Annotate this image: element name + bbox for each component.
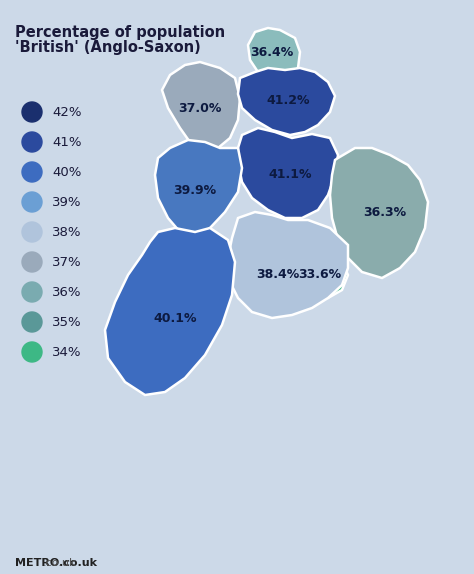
Text: .co.uk: .co.uk [43, 558, 76, 568]
Text: 38%: 38% [52, 226, 82, 239]
Text: 36.4%: 36.4% [250, 45, 293, 59]
Text: 38.4%: 38.4% [256, 269, 300, 281]
Text: 41.1%: 41.1% [268, 169, 312, 181]
Text: 40.1%: 40.1% [153, 312, 197, 324]
Polygon shape [155, 140, 242, 238]
Circle shape [22, 342, 42, 362]
Text: 39.9%: 39.9% [173, 184, 217, 196]
Circle shape [22, 282, 42, 302]
Circle shape [22, 192, 42, 212]
Text: 41%: 41% [52, 135, 82, 149]
Circle shape [22, 222, 42, 242]
Text: 39%: 39% [52, 196, 82, 208]
Text: 37%: 37% [52, 255, 82, 269]
Text: 35%: 35% [52, 316, 82, 328]
Text: 40%: 40% [52, 165, 82, 179]
Text: Percentage of population: Percentage of population [15, 25, 225, 40]
Circle shape [22, 102, 42, 122]
Circle shape [22, 252, 42, 272]
Polygon shape [228, 212, 348, 318]
Text: 36.3%: 36.3% [364, 205, 407, 219]
Polygon shape [295, 255, 348, 298]
Polygon shape [238, 128, 338, 218]
Circle shape [22, 312, 42, 332]
Polygon shape [330, 148, 428, 278]
Circle shape [22, 162, 42, 182]
Text: 41.2%: 41.2% [266, 94, 310, 107]
Text: 'British' (Anglo-Saxon): 'British' (Anglo-Saxon) [15, 40, 201, 55]
Text: METRO.co.uk: METRO.co.uk [15, 558, 97, 568]
Polygon shape [248, 28, 300, 82]
Polygon shape [238, 68, 335, 135]
Text: 34%: 34% [52, 346, 82, 359]
Polygon shape [162, 62, 240, 152]
Polygon shape [105, 228, 235, 395]
Circle shape [22, 132, 42, 152]
Text: 36%: 36% [52, 285, 82, 298]
Text: 33.6%: 33.6% [299, 269, 342, 281]
Text: 42%: 42% [52, 106, 82, 118]
Text: 37.0%: 37.0% [178, 102, 222, 114]
